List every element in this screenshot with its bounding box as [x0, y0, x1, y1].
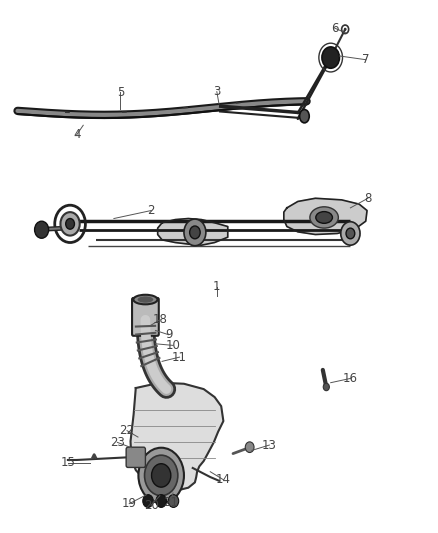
Text: 16: 16 — [343, 372, 358, 385]
Polygon shape — [284, 198, 367, 235]
Text: 21: 21 — [163, 496, 178, 508]
Text: 14: 14 — [216, 473, 231, 486]
Circle shape — [138, 448, 184, 503]
Circle shape — [323, 383, 329, 391]
FancyBboxPatch shape — [126, 447, 145, 467]
Circle shape — [60, 212, 80, 236]
Polygon shape — [158, 219, 228, 245]
Text: 2: 2 — [147, 204, 155, 217]
Text: 1: 1 — [213, 280, 221, 293]
Text: 9: 9 — [165, 328, 173, 341]
Text: 22: 22 — [120, 424, 134, 437]
Circle shape — [66, 219, 74, 229]
Circle shape — [346, 228, 355, 239]
Circle shape — [168, 495, 179, 507]
Ellipse shape — [316, 212, 332, 223]
Circle shape — [143, 495, 153, 507]
Circle shape — [190, 226, 200, 239]
Text: 6: 6 — [331, 22, 339, 35]
Text: 18: 18 — [152, 313, 167, 326]
Circle shape — [145, 455, 178, 496]
Text: 7: 7 — [362, 53, 370, 66]
Text: 5: 5 — [117, 86, 124, 99]
Text: 4: 4 — [73, 128, 81, 141]
Circle shape — [322, 47, 339, 68]
Circle shape — [156, 495, 166, 507]
Text: 20: 20 — [144, 499, 159, 512]
FancyBboxPatch shape — [132, 298, 159, 336]
Ellipse shape — [300, 109, 309, 123]
Circle shape — [341, 222, 360, 245]
Ellipse shape — [310, 207, 338, 228]
Circle shape — [184, 219, 206, 246]
Circle shape — [152, 464, 171, 487]
Text: 23: 23 — [110, 436, 125, 449]
Text: 8: 8 — [364, 192, 371, 205]
Text: 11: 11 — [172, 351, 187, 364]
Text: 3: 3 — [213, 85, 220, 98]
Text: 19: 19 — [122, 497, 137, 510]
Text: 15: 15 — [60, 456, 75, 469]
Ellipse shape — [133, 295, 157, 304]
Ellipse shape — [138, 296, 153, 303]
Text: 10: 10 — [166, 339, 180, 352]
Circle shape — [245, 442, 254, 453]
Circle shape — [35, 221, 49, 238]
Circle shape — [344, 28, 346, 31]
Polygon shape — [131, 383, 223, 490]
Text: 13: 13 — [262, 439, 277, 451]
